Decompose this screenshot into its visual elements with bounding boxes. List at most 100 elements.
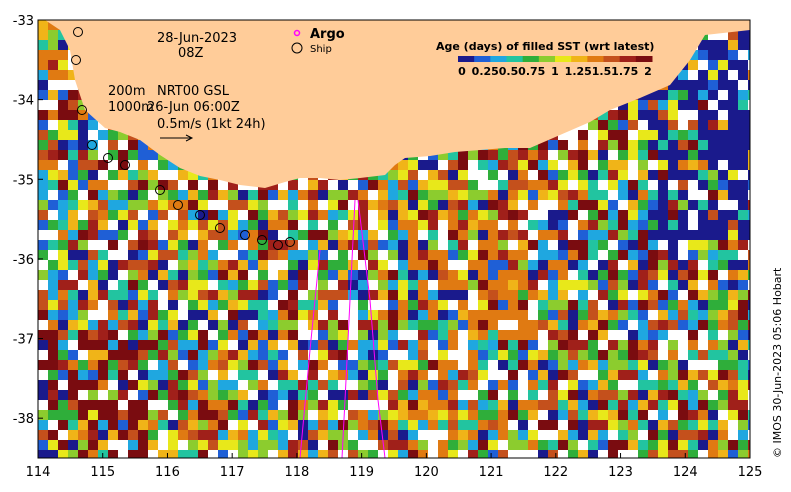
sst-cell xyxy=(158,420,168,430)
sst-cell xyxy=(68,300,78,310)
sst-cell xyxy=(418,200,428,210)
sst-cell xyxy=(648,260,658,270)
sst-cell xyxy=(708,180,718,190)
sst-cell xyxy=(678,390,688,400)
sst-cell xyxy=(428,330,438,340)
sst-cell xyxy=(608,320,618,330)
sst-cell xyxy=(588,400,598,410)
sst-cell xyxy=(698,200,708,210)
sst-cell xyxy=(628,300,638,310)
sst-cell xyxy=(458,310,468,320)
sst-cell xyxy=(378,320,388,330)
sst-cell xyxy=(598,300,608,310)
sst-cell xyxy=(118,260,128,270)
sst-cell xyxy=(498,300,508,310)
sst-cell xyxy=(198,310,208,320)
ship-legend-symbol xyxy=(291,42,303,54)
sst-cell xyxy=(628,180,638,190)
sst-cell xyxy=(608,440,618,450)
sst-cell xyxy=(398,390,408,400)
sst-cell xyxy=(88,440,98,450)
sst-cell xyxy=(98,310,108,320)
sst-cell xyxy=(88,230,98,240)
sst-cell xyxy=(178,230,188,240)
sst-cell xyxy=(338,290,348,300)
sst-cell xyxy=(598,320,608,330)
sst-cell xyxy=(68,110,78,120)
sst-cell xyxy=(238,400,248,410)
sst-cell xyxy=(658,390,668,400)
sst-cell xyxy=(178,260,188,270)
sst-cell xyxy=(458,230,468,240)
sst-cell xyxy=(58,340,68,350)
sst-cell xyxy=(258,310,268,320)
sst-cell xyxy=(368,410,378,420)
sst-cell xyxy=(728,240,738,250)
sst-cell xyxy=(118,330,128,340)
sst-cell xyxy=(708,160,718,170)
sst-cell xyxy=(478,340,488,350)
sst-cell xyxy=(708,340,718,350)
sst-cell xyxy=(658,300,668,310)
sst-cell xyxy=(228,320,238,330)
sst-cell xyxy=(268,340,278,350)
sst-cell xyxy=(688,220,698,230)
sst-cell xyxy=(638,430,648,440)
sst-cell xyxy=(368,260,378,270)
sst-cell xyxy=(278,450,288,458)
sst-cell xyxy=(508,410,518,420)
sst-cell xyxy=(618,260,628,270)
sst-cell xyxy=(378,290,388,300)
sst-cell xyxy=(728,210,738,220)
sst-cell xyxy=(628,290,638,300)
sst-cell xyxy=(618,210,628,220)
sst-cell xyxy=(78,190,88,200)
sst-cell xyxy=(438,350,448,360)
sst-cell xyxy=(408,420,418,430)
sst-cell xyxy=(608,420,618,430)
sst-cell xyxy=(138,350,148,360)
sst-cell xyxy=(38,350,48,360)
sst-cell xyxy=(568,340,578,350)
x-tick-label: 114 xyxy=(26,465,51,480)
sst-cell xyxy=(298,450,308,458)
sst-cell xyxy=(518,230,528,240)
sst-cell xyxy=(718,280,728,290)
sst-cell xyxy=(518,290,528,300)
sst-cell xyxy=(498,340,508,350)
sst-cell xyxy=(128,180,138,190)
sst-cell xyxy=(608,180,618,190)
sst-cell xyxy=(188,360,198,370)
sst-cell xyxy=(468,410,478,420)
sst-cell xyxy=(698,230,708,240)
sst-cell xyxy=(748,380,750,390)
sst-cell xyxy=(678,200,688,210)
sst-cell xyxy=(368,320,378,330)
sst-cell xyxy=(668,370,678,380)
sst-cell xyxy=(658,430,668,440)
sst-cell xyxy=(408,180,418,190)
sst-cell xyxy=(238,440,248,450)
sst-cell xyxy=(388,380,398,390)
sst-cell xyxy=(138,170,148,180)
sst-cell xyxy=(138,300,148,310)
sst-cell xyxy=(378,210,388,220)
sst-cell xyxy=(428,450,438,458)
sst-cell xyxy=(288,420,298,430)
sst-cell xyxy=(58,440,68,450)
ship-tracks xyxy=(299,199,386,458)
sst-cell xyxy=(358,250,368,260)
x-tick-label: 122 xyxy=(543,465,568,480)
sst-cell xyxy=(648,230,658,240)
sst-cell xyxy=(498,390,508,400)
sst-cell xyxy=(528,270,538,280)
sst-cell xyxy=(278,330,288,340)
sst-cell xyxy=(718,380,728,390)
sst-cell xyxy=(408,190,418,200)
sst-cell xyxy=(678,270,688,280)
sst-cell xyxy=(38,230,48,240)
sst-cell xyxy=(198,440,208,450)
sst-cell xyxy=(548,280,558,290)
sst-cell xyxy=(508,380,518,390)
sst-cell xyxy=(628,150,638,160)
